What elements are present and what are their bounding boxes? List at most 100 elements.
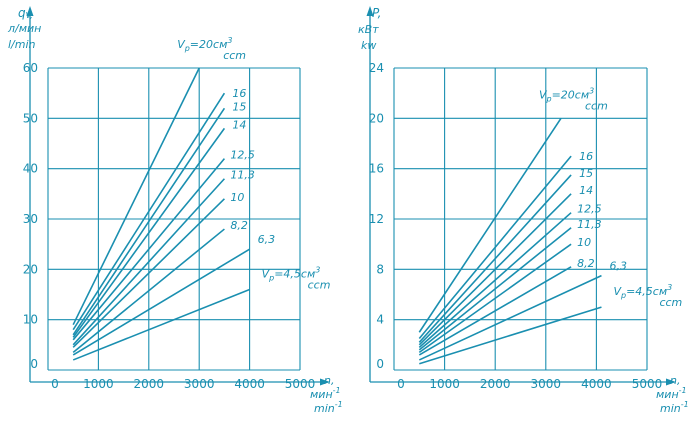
vp-exp: 3 bbox=[589, 86, 594, 95]
y-tick-label: 20 bbox=[23, 262, 38, 276]
series-line-16 bbox=[72, 92, 226, 331]
series-line-20 bbox=[72, 67, 200, 326]
x-axis-unit-en: min-1 bbox=[660, 400, 689, 415]
vp-unit-ru: см bbox=[653, 285, 667, 298]
x-tick-label: 5000 bbox=[632, 377, 663, 391]
vp-sub: p bbox=[546, 94, 552, 103]
series-label-vp-unit-en: ccm bbox=[585, 99, 608, 112]
x-axis-unit-ru-text: мин bbox=[310, 388, 333, 401]
vp-unit-ru: см bbox=[301, 267, 315, 280]
x-axis-label: n, bbox=[324, 374, 334, 387]
series-label-10: 10 bbox=[577, 236, 591, 249]
vp-sub: p bbox=[620, 291, 626, 300]
y-tick-label: 30 bbox=[23, 212, 38, 226]
series-label-16: 16 bbox=[232, 87, 246, 100]
series-label-12-5: 12,5 bbox=[230, 149, 255, 162]
series-line-4-5 bbox=[419, 306, 602, 365]
vp-value: =20 bbox=[190, 38, 213, 51]
series-label-15: 15 bbox=[232, 100, 246, 113]
series-line-16 bbox=[418, 155, 572, 340]
y-tick-label: 0 bbox=[30, 357, 38, 371]
series-line-8-2 bbox=[72, 228, 225, 354]
series-line-4-5 bbox=[72, 288, 250, 361]
series-label-vp-unit-en: ccm bbox=[659, 296, 682, 309]
series-label-10: 10 bbox=[230, 191, 244, 204]
x-axis-unit-ru: мин-1 bbox=[310, 386, 341, 401]
vp-prefix: V bbox=[177, 38, 186, 51]
series-label-12-5: 12,5 bbox=[577, 203, 602, 216]
vp-exp: 3 bbox=[227, 36, 232, 45]
vp-unit-ru: см bbox=[213, 38, 227, 51]
y-tick-label: 24 bbox=[369, 61, 384, 75]
x-tick-label: 0 bbox=[397, 377, 405, 391]
x-axis-arrow bbox=[320, 378, 330, 386]
series-line-14 bbox=[418, 193, 572, 346]
y-axis-unit-ru: кВт bbox=[358, 23, 379, 36]
vp-value: =4,5 bbox=[274, 267, 301, 280]
y-axis-arrow bbox=[26, 6, 34, 16]
series-label-14: 14 bbox=[232, 118, 246, 131]
series-label-8-2: 8,2 bbox=[577, 257, 595, 270]
y-axis-unit-en: l/min bbox=[8, 38, 36, 51]
series-label-8-2: 8,2 bbox=[230, 219, 248, 232]
x-axis-unit-en-exp: -1 bbox=[681, 400, 689, 409]
y-tick-label: 60 bbox=[23, 61, 38, 75]
x-axis-unit-en: min-1 bbox=[314, 400, 343, 415]
series-line-11-3 bbox=[72, 178, 225, 346]
series-line-14 bbox=[72, 127, 226, 338]
y-axis-label-q: q bbox=[18, 6, 26, 20]
chart-1: 0 10 20 30 40 50 60 0 1000 2000 3000 4000 5000 qV, л/м… bbox=[7, 6, 343, 415]
y-tick-label: 8 bbox=[376, 262, 384, 276]
series-label-11-3: 11,3 bbox=[230, 169, 255, 182]
x-axis-unit-en-exp: -1 bbox=[335, 400, 343, 409]
y-tick-label: 10 bbox=[23, 313, 38, 327]
series-line-10 bbox=[72, 198, 225, 348]
series-line-8-2 bbox=[418, 266, 572, 356]
series-label-vp-4-5: Vp=4,5см3 bbox=[613, 283, 672, 300]
x-tick-label: 2000 bbox=[480, 377, 511, 391]
x-tick-label: 2000 bbox=[134, 377, 165, 391]
series-label-vp-20: Vp=20см3 bbox=[539, 86, 594, 103]
vp-prefix: V bbox=[613, 285, 622, 298]
series-line-15 bbox=[418, 174, 572, 343]
series-label-16: 16 bbox=[579, 150, 593, 163]
x-tick-label: 1000 bbox=[83, 377, 114, 391]
y-axis-unit-en: kw bbox=[361, 39, 376, 52]
y-tick-label: 40 bbox=[23, 162, 38, 176]
x-axis-unit-en-text: min bbox=[660, 402, 681, 415]
x-axis-unit-ru-exp: -1 bbox=[679, 386, 687, 395]
x-axis-unit-ru-text: мин bbox=[656, 388, 679, 401]
y-axis-label-sub: V, bbox=[26, 11, 33, 20]
y-tick-label: 20 bbox=[369, 111, 384, 125]
y-tick-label: 0 bbox=[376, 357, 384, 371]
series-line-11-3 bbox=[418, 227, 572, 351]
vp-sub: p bbox=[184, 44, 190, 53]
series-label-14: 14 bbox=[579, 184, 593, 197]
series-label-11-3: 11,3 bbox=[577, 218, 602, 231]
y-axis-label: qV, bbox=[18, 6, 33, 20]
vp-prefix: V bbox=[539, 88, 548, 101]
x-tick-label: 3000 bbox=[184, 377, 215, 391]
vp-sub: p bbox=[268, 273, 274, 282]
series-line-12-5 bbox=[418, 212, 572, 348]
chart-2: 0 4 8 12 16 20 24 0 1000 2000 3000 4000 5000 P, кВт kw n… bbox=[358, 6, 689, 415]
y-axis-arrow bbox=[366, 6, 374, 16]
series-label-6-3: 6,3 bbox=[258, 233, 276, 246]
vp-exp: 3 bbox=[315, 265, 320, 274]
x-tick-label: 3000 bbox=[531, 377, 562, 391]
y-tick-label: 16 bbox=[369, 162, 384, 176]
series-line-10 bbox=[418, 243, 572, 354]
series-line-15 bbox=[72, 107, 226, 336]
y-tick-label: 12 bbox=[369, 212, 384, 226]
series-line-20 bbox=[418, 117, 562, 333]
series-label-vp-20: Vp=20см3 bbox=[177, 36, 232, 53]
y-tick-label: 50 bbox=[23, 111, 38, 125]
y-axis-label: P, bbox=[372, 6, 381, 20]
vp-unit-ru: см bbox=[575, 88, 589, 101]
vp-value: =20 bbox=[552, 88, 575, 101]
x-tick-label: 4000 bbox=[234, 377, 265, 391]
y-axis-unit-ru: л/мин bbox=[7, 22, 41, 35]
x-axis-unit-ru: мин-1 bbox=[656, 386, 687, 401]
x-axis-arrow bbox=[666, 378, 676, 386]
